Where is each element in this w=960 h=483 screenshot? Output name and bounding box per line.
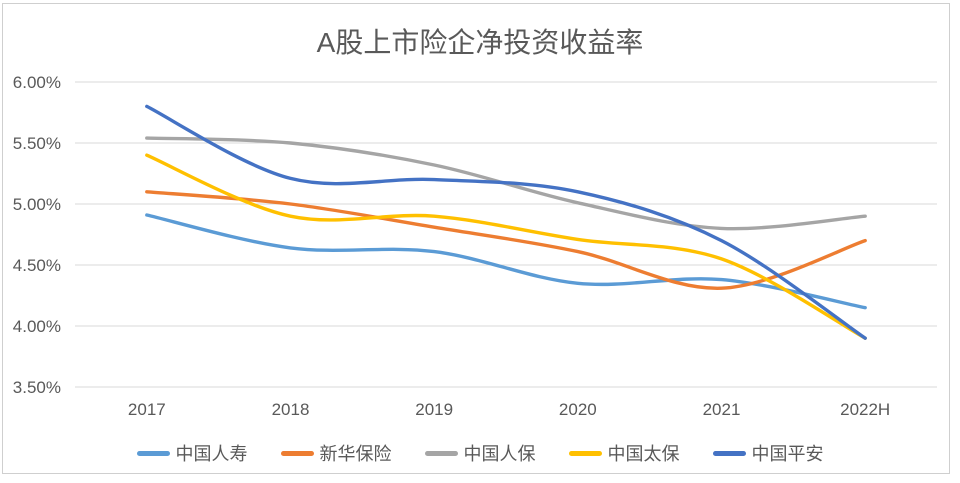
chart-legend: 中国人寿 新华保险 中国人保 中国太保 中国平安 [0, 440, 960, 466]
x-tick-label: 2017 [128, 400, 166, 419]
y-tick-label: 6.00% [13, 73, 61, 92]
legend-line-swatch-china-life [136, 450, 170, 456]
x-tick-label: 2021 [703, 400, 741, 419]
legend-item-china-life: 中国人寿 [136, 440, 248, 466]
legend-label-china-life: 中国人寿 [175, 444, 248, 464]
y-tick-label: 5.00% [13, 195, 61, 214]
series-line-picc [145, 136, 867, 231]
x-tick-label: 2022H [840, 400, 890, 419]
legend-label-picc: 中国人保 [463, 444, 536, 464]
y-tick-label: 5.50% [13, 134, 61, 153]
legend-label-cpic: 中国太保 [607, 444, 680, 464]
x-tick-label: 2018 [272, 400, 310, 419]
legend-item-xinhua-insurance: 新华保险 [280, 440, 392, 466]
y-axis-labels: 6.00% 5.50% 5.00% 4.50% 4.00% 3.50% [13, 73, 61, 397]
y-tick-label: 3.50% [13, 378, 61, 397]
y-tick-label: 4.00% [13, 317, 61, 336]
series-line-xinhua-insurance [145, 190, 867, 290]
legend-line-swatch-cpic [568, 450, 602, 456]
legend-item-ping-an: 中国平安 [712, 440, 824, 466]
series-line-china-life [145, 213, 867, 310]
x-axis-labels: 2017 2018 2019 2020 2021 2022H [128, 400, 890, 419]
y-tick-label: 4.50% [13, 256, 61, 275]
chart-title: A股上市险企净投资收益率 [316, 27, 644, 58]
series-line-cpic [145, 153, 867, 340]
series-line-ping-an [145, 104, 867, 340]
legend-item-picc: 中国人保 [424, 440, 536, 466]
legend-item-cpic: 中国太保 [568, 440, 680, 466]
legend-label-ping-an: 中国平安 [751, 444, 824, 464]
legend-label-xinhua-insurance: 新华保险 [319, 444, 392, 464]
gridlines [75, 81, 937, 388]
x-tick-label: 2020 [559, 400, 597, 419]
series-lines [145, 104, 867, 340]
legend-line-swatch-xinhua-insurance [280, 450, 314, 456]
legend-line-swatch-picc [424, 450, 458, 456]
x-tick-label: 2019 [415, 400, 453, 419]
legend-line-swatch-ping-an [712, 450, 746, 456]
